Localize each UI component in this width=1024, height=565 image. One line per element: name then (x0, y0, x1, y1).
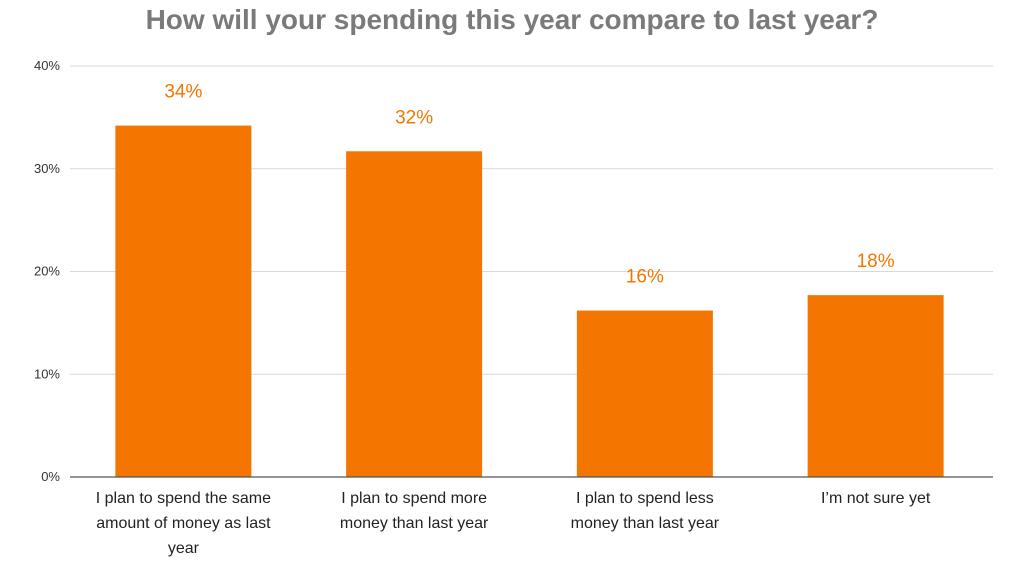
x-tick-label-line: year (168, 540, 200, 557)
x-tick-label: I’m not sure yet (821, 490, 931, 507)
y-tick-label: 20% (34, 264, 60, 279)
chart-title: How will your spending this year compare… (145, 4, 879, 35)
bar (807, 295, 944, 477)
x-tick-label-line: I plan to spend less (576, 490, 714, 507)
bar (346, 151, 483, 477)
bar (576, 310, 713, 477)
data-label: 18% (857, 251, 895, 272)
y-tick-label: 10% (34, 366, 60, 381)
x-tick-label-line: I plan to spend the same (96, 490, 271, 507)
x-tick-label: I plan to spend less money than last year (571, 490, 720, 532)
y-tick-label: 0% (41, 469, 60, 484)
x-tick-label-line: money than last year (340, 515, 489, 532)
y-tick-label: 40% (34, 58, 60, 73)
x-tick-label-line: I’m not sure yet (821, 490, 931, 507)
x-tick-label-line: I plan to spend more (341, 490, 487, 507)
data-label: 16% (626, 267, 664, 288)
x-tick-label-line: money than last year (571, 515, 720, 532)
x-tick-label: I plan to spend more money than last year (340, 490, 489, 532)
data-label: 32% (395, 107, 433, 128)
bar (115, 125, 252, 477)
x-tick-label-line: amount of money as last (96, 515, 271, 532)
data-label: 34% (164, 82, 202, 103)
x-tick-label: I plan to spend the same amount of money … (96, 490, 271, 557)
y-tick-label: 30% (34, 161, 60, 176)
